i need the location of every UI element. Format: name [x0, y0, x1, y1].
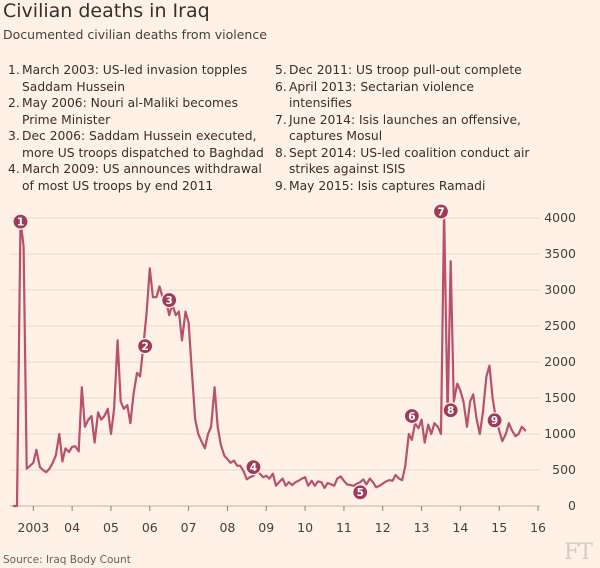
y-tick-label: 3500 [544, 246, 576, 261]
event-marker [486, 412, 503, 429]
source-note: Source: Iraq Body Count [3, 554, 131, 566]
event-note: 3. Dec 2006: Saddam Hussein executed, mor… [8, 128, 270, 161]
y-tick-label: 3000 [544, 282, 576, 297]
event-notes-right: 5. Dec 2011: US troop pull-out complete 6… [275, 62, 537, 194]
event-note: 8. Sept 2014: US-led coalition conduct ai… [275, 145, 537, 178]
event-marker-label: 7 [437, 206, 444, 218]
x-tick-label: 04 [64, 520, 80, 535]
event-note-number: 8. [275, 145, 287, 160]
event-note: 4. March 2009: US announces withdrawal of… [8, 161, 270, 194]
ft-logo: FT [564, 540, 593, 565]
x-tick-label: 15 [491, 520, 507, 535]
y-tick-label: 1000 [544, 426, 576, 441]
event-note-number: 7. [275, 112, 287, 127]
x-tick-label: 07 [181, 520, 197, 535]
event-marker [352, 484, 369, 501]
x-tick-label: 16 [530, 520, 546, 535]
event-note-number: 5. [275, 63, 287, 77]
x-tick-label: 12 [375, 520, 391, 535]
event-marker-label: 4 [250, 462, 257, 474]
event-note: 9. May 2015: Isis captures Ramadi [275, 178, 537, 195]
x-tick-label: 13 [414, 520, 430, 535]
event-marker [137, 338, 154, 355]
event-note-text: June 2014: Isis launches an offensive, c… [289, 112, 521, 144]
x-tick-label: 14 [452, 520, 468, 535]
event-marker [442, 402, 459, 419]
event-note: 7. June 2014: Isis launches an offensive,… [275, 112, 537, 145]
event-marker-label: 9 [491, 415, 498, 427]
event-note-text: May 2006: Nouri al-Maliki becomes Prime … [22, 96, 238, 127]
y-tick-label: 2500 [544, 318, 576, 333]
event-marker-label: 8 [447, 405, 454, 417]
y-tick-label: 2000 [544, 354, 576, 369]
y-tick-label: 500 [552, 462, 576, 477]
event-note-text: May 2015: Isis captures Ramadi [289, 178, 486, 193]
event-note-text: March 2009: US announces withdrawal of m… [22, 162, 262, 193]
event-note: 2. May 2006: Nouri al-Maliki becomes Prim… [8, 95, 270, 128]
x-tick-label: 06 [142, 520, 158, 535]
x-tick-label: 08 [219, 520, 235, 535]
y-tick-label: 4000 [544, 210, 576, 225]
event-marker-label: 5 [357, 487, 364, 499]
event-note-number: 1. [8, 63, 20, 77]
event-note-number: 3. [8, 129, 20, 143]
event-note-text: Dec 2006: Saddam Hussein executed, more … [22, 129, 264, 160]
event-note-number: 2. [8, 96, 20, 110]
event-marker-label: 6 [408, 411, 415, 423]
event-note-number: 4. [8, 162, 20, 176]
y-tick-label: 0 [568, 498, 576, 513]
x-tick-label: 05 [103, 520, 119, 535]
event-marker-label: 2 [141, 341, 148, 353]
chart-subtitle: Documented civilian deaths from violence [3, 27, 267, 42]
event-note: 6. April 2013: Sectarian violence intensi… [275, 79, 537, 112]
x-tick-label: 10 [297, 520, 313, 535]
event-note-text: March 2003: US-led invasion topples Sadd… [22, 63, 248, 94]
x-tick-label: 09 [258, 520, 274, 535]
event-notes-left: 1. March 2003: US-led invasion topples Sa… [8, 62, 270, 194]
chart-title: Civilian deaths in Iraq [3, 0, 210, 22]
event-marker-label: 1 [17, 216, 24, 228]
event-note: 1. March 2003: US-led invasion topples Sa… [8, 62, 270, 95]
y-tick-label: 1500 [544, 390, 576, 405]
event-marker-label: 3 [166, 295, 173, 307]
event-note-text: April 2013: Sectarian violence intensifi… [289, 79, 474, 111]
event-marker [245, 459, 262, 476]
x-tick-label: 11 [336, 520, 352, 535]
event-marker [12, 213, 29, 230]
event-note-number: 9. [275, 178, 287, 193]
event-marker [432, 203, 450, 220]
event-note-text: Sept 2014: US-led coalition conduct air … [289, 145, 530, 177]
event-note-number: 6. [275, 79, 287, 94]
event-marker [403, 407, 420, 425]
series-line [12, 209, 527, 508]
event-note-text: Dec 2011: US troop pull-out complete [289, 63, 522, 77]
x-tick-label: 2003 [17, 520, 49, 535]
event-note: 5. Dec 2011: US troop pull-out complete [275, 62, 537, 79]
event-marker [161, 291, 178, 309]
